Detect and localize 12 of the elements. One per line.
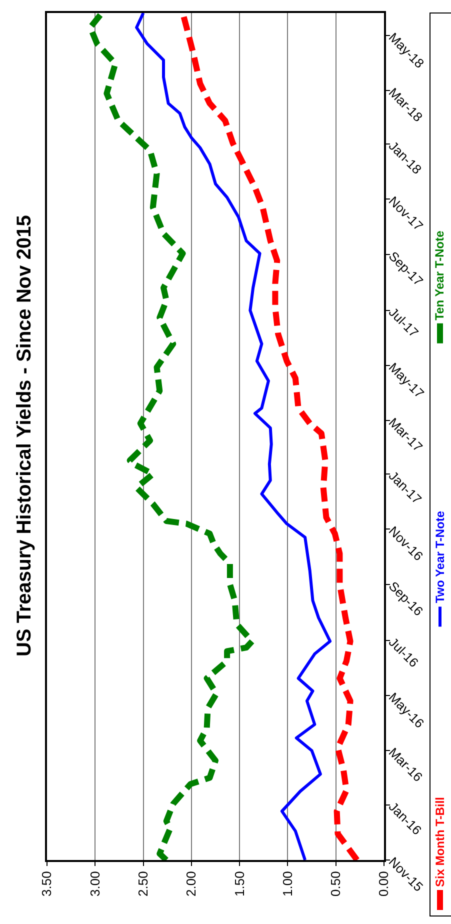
- text: Six Month T-Bill: [433, 797, 447, 887]
- text: Two Year T-Note: [432, 510, 447, 604]
- x-tick-label: 3.00: [87, 871, 102, 897]
- x-tick-label: 0.00: [376, 871, 392, 897]
- x-tick-label: 3.50: [39, 871, 54, 897]
- x-tick-label: 2.50: [136, 871, 151, 897]
- text: Ten Year T-Note: [432, 230, 447, 320]
- x-tick-label: 2.00: [184, 871, 199, 897]
- x-tick-label: 1.50: [232, 871, 247, 897]
- x-tick-label: 1.00: [280, 871, 295, 897]
- x-tick-label: 0.50: [328, 871, 344, 897]
- text: US Treasury Historical Yields - Since Nov 2015: [14, 215, 36, 656]
